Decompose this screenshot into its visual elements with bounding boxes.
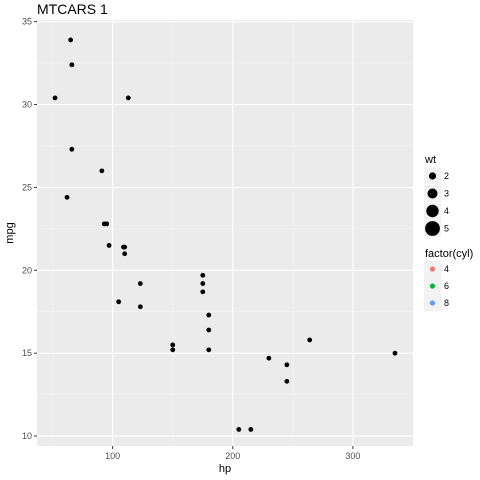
y-tick-label: 15 [22,348,32,358]
color-legend: factor(cyl) 4 6 8 [424,248,473,312]
color-legend-marker [429,283,436,289]
color-legend-label: 4 [444,264,449,274]
x-axis-label: hp [219,463,231,475]
data-point [122,251,128,257]
size-legend-marker [426,204,439,218]
data-point [392,350,398,356]
grid-minor [37,20,413,446]
data-point [104,221,110,227]
data-point [284,362,290,368]
color-legend-title: factor(cyl) [425,248,473,260]
data-point [284,378,290,384]
data-point [99,168,105,174]
data-point [122,244,128,250]
data-point [137,304,143,310]
size-legend-marker [428,172,437,180]
chart-title: MTCARS 1 [37,1,108,17]
y-tick-label: 20 [22,265,32,275]
size-legend-marker [425,221,440,236]
color-legend-marker [429,266,436,272]
data-point [69,62,75,68]
data-point [200,272,206,278]
size-legend-label: 4 [444,206,449,216]
color-legend-marker [429,300,436,306]
size-legend: wt 2 3 4 5 [424,154,449,237]
grid-major [37,20,413,446]
data-point [116,299,122,305]
y-tick-label: 35 [22,17,32,27]
y-tick-label: 10 [22,431,32,441]
points-layer [52,37,398,432]
data-point [200,289,206,295]
x-tick-label: 100 [105,451,120,461]
y-axis: 10 15 20 25 30 35 [22,17,37,441]
size-legend-marker [427,188,438,199]
y-tick-label: 30 [22,100,32,110]
data-point [206,347,212,353]
data-point [68,37,74,43]
data-point [52,95,58,101]
data-point [125,95,131,101]
data-point [137,281,143,286]
size-legend-label: 2 [444,171,449,181]
data-point [266,355,272,361]
data-point [64,194,70,200]
data-point [106,243,112,248]
data-point [170,342,176,348]
size-legend-label: 3 [444,189,449,199]
y-tick-label: 25 [22,182,32,192]
data-point [206,312,212,318]
x-axis: 100 200 300 [105,446,360,461]
size-legend-title: wt [424,154,436,166]
data-point [248,427,254,432]
color-legend-label: 6 [444,281,449,291]
data-point [307,337,313,343]
plot-panel [37,20,413,446]
data-point [170,347,176,353]
data-point [236,427,242,432]
x-tick-label: 200 [225,451,240,461]
size-legend-label: 5 [444,224,449,234]
data-point [69,146,75,152]
x-tick-label: 300 [345,451,360,461]
color-legend-label: 8 [444,298,449,308]
data-point [200,281,206,286]
y-axis-label: mpg [4,222,16,243]
data-point [206,327,212,333]
